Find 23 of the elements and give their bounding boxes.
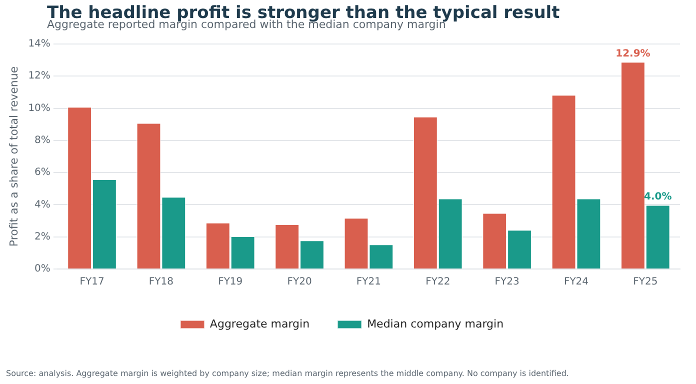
y-tick-label: 14% (28, 38, 50, 50)
x-tick-label: FY19 (218, 276, 243, 288)
x-tick-label: FY22 (426, 276, 450, 288)
x-tick-label: FY23 (494, 276, 520, 288)
x-tick-label: FY18 (148, 276, 174, 288)
y-tick-label: 10% (28, 102, 50, 114)
y-axis-title: Profit as a share of total revenue (7, 66, 20, 247)
x-tick-label: FY17 (80, 276, 104, 288)
source-note: Source: analysis. Aggregate margin is weighted by company size; median margin represents the middle company. No company is identified. (6, 369, 569, 378)
x-tick-label: FY21 (356, 276, 382, 288)
y-tick-label: 0% (34, 264, 50, 275)
y-tick-label: 8% (34, 135, 50, 146)
legend-label: Aggregate margin (210, 317, 310, 330)
y-tick-label: 4% (34, 199, 50, 210)
y-tick-label: 12% (28, 70, 50, 82)
x-tick-label: FY20 (287, 276, 312, 288)
data-label: 4.0% (644, 191, 672, 202)
y-tick-label: 2% (34, 231, 50, 242)
x-tick-label: FY25 (633, 276, 658, 288)
data-label: 12.9% (616, 48, 650, 60)
y-tick-label: 6% (34, 167, 50, 178)
legend-label: Median company margin (367, 317, 504, 330)
x-tick-label: FY24 (564, 276, 589, 288)
